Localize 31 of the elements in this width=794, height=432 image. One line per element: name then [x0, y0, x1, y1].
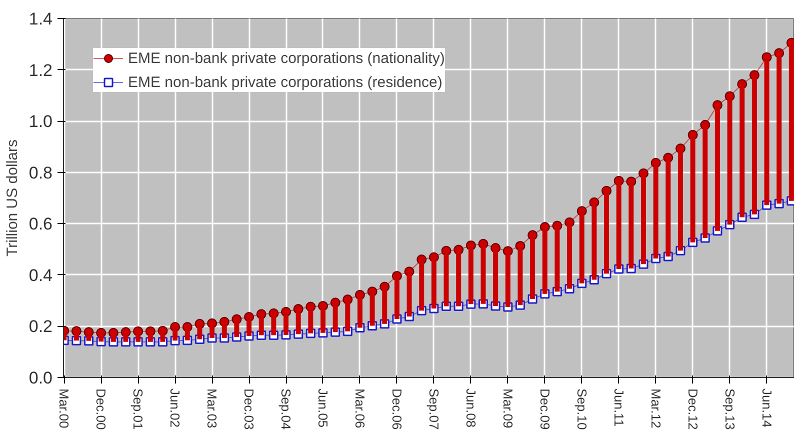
y-tick-label: 1.4 — [28, 10, 53, 28]
x-tick-label: Dec.00 — [94, 388, 109, 430]
x-tick-label: Jun.08 — [463, 388, 478, 428]
y-tick-label: 0.0 — [28, 368, 53, 388]
x-tick-label: Jun.02 — [168, 388, 183, 428]
y-tick-label: 0.2 — [28, 317, 53, 336]
x-tick-label: Sep.04 — [278, 388, 294, 430]
x-tick-label: Dec.03 — [242, 388, 257, 430]
y-tick-label: 0.4 — [28, 266, 53, 285]
x-tick-label: Mar.06 — [352, 388, 368, 428]
x-tick-label: Jun.11 — [611, 388, 626, 427]
legend-label: EME non-bank private corporations (residence) — [128, 74, 442, 90]
x-tick-label: Dec.12 — [685, 388, 700, 430]
x-tick-label: Sep.10 — [574, 388, 590, 430]
x-tick-label: Mar.12 — [648, 388, 664, 428]
y-tick-label: 0.8 — [28, 163, 53, 182]
x-tick-label: Sep.13 — [722, 388, 738, 430]
y-tick-label: 1.0 — [28, 112, 53, 132]
x-tick-label: Mar.09 — [500, 388, 516, 428]
x-tick-label: Mar.03 — [204, 388, 220, 428]
x-tick-label: Sep.01 — [130, 388, 146, 430]
x-tick-label: Sep.07 — [426, 388, 442, 430]
legend-label: EME non-bank private corporations (nationality) — [128, 50, 445, 66]
x-tick-label: Mar.00 — [56, 388, 72, 428]
y-axis-title: Trillion US dollars — [4, 140, 21, 256]
x-tick-label: Jun.14 — [759, 388, 774, 428]
y-tick-label: 0.6 — [28, 214, 53, 234]
x-tick-label: Jun.05 — [315, 388, 330, 428]
x-tick-label: Dec.09 — [537, 388, 552, 430]
x-tick-label: Dec.06 — [389, 388, 404, 430]
y-tick-label: 1.2 — [28, 60, 53, 80]
